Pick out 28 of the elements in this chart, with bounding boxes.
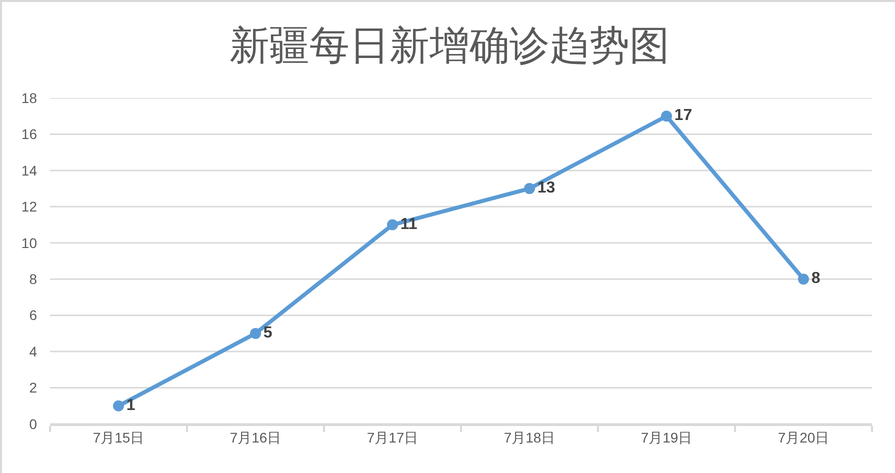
x-tick-label: 7月16日 [230, 430, 282, 446]
y-tick-label: 14 [21, 162, 38, 178]
point [661, 110, 672, 122]
y-tick-label: 4 [29, 343, 38, 360]
data-label: 13 [537, 180, 556, 197]
data-label: 17 [674, 107, 692, 124]
y-tick-label: 0 [29, 416, 38, 432]
y-tick-label: 18 [21, 90, 38, 106]
point [113, 400, 124, 412]
point [798, 274, 809, 285]
x-tick-label: 7月15日 [92, 430, 144, 446]
data-label: 1 [126, 396, 136, 414]
y-tick-label: 12 [21, 198, 38, 215]
point [524, 183, 535, 194]
x-tick-label: 7月17日 [366, 430, 418, 446]
data-label: 8 [811, 270, 820, 288]
y-tick-label: 2 [29, 380, 38, 396]
x-tick-label: 7月18日 [504, 430, 556, 446]
chart-title: 新疆每日新增确诊趋势图 [230, 23, 670, 68]
x-tick-label: 7月19日 [640, 430, 692, 446]
y-tick-label: 8 [29, 271, 38, 288]
point [387, 219, 398, 230]
y-tick-label: 6 [29, 307, 38, 324]
x-tick-label: 7月20日 [778, 430, 830, 446]
y-tick-label: 10 [21, 234, 38, 251]
point [250, 328, 261, 339]
y-tick-label: 16 [21, 126, 38, 142]
data-label: 5 [263, 324, 272, 342]
